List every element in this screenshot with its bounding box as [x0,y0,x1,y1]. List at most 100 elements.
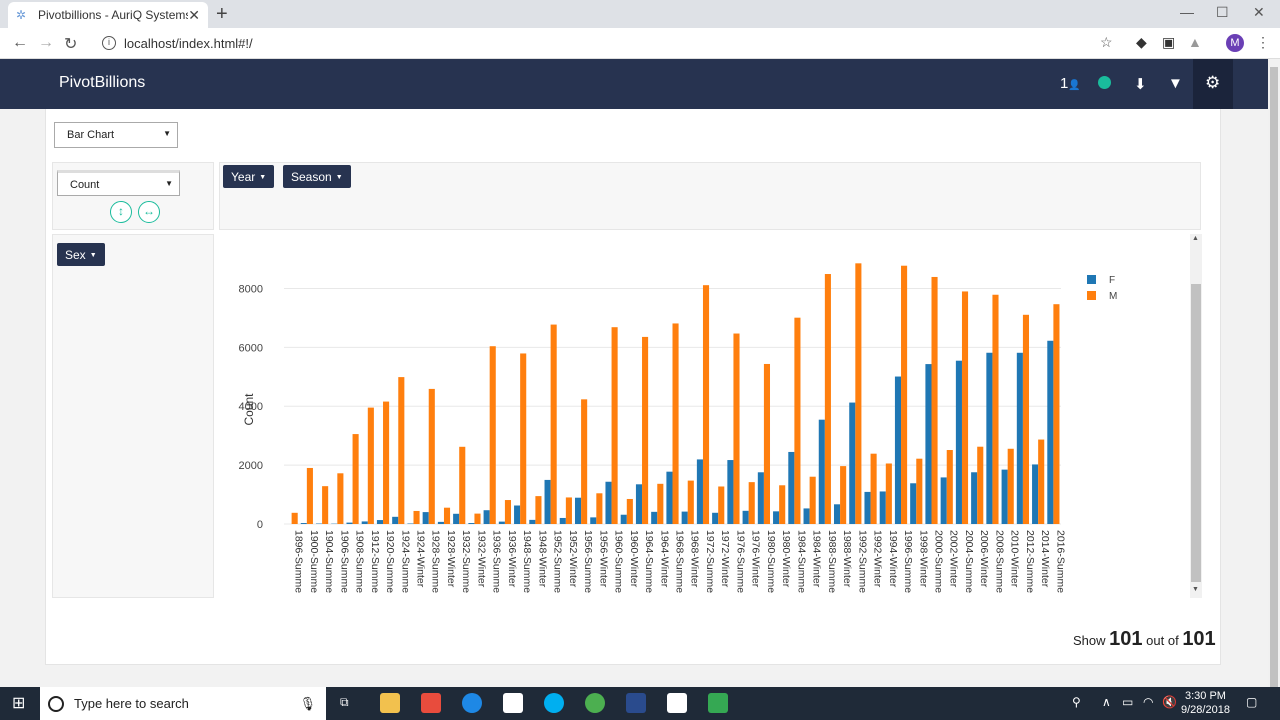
file-explorer-icon[interactable] [380,693,400,713]
bar-m [733,333,740,524]
address-bar[interactable]: i localhost/index.html#!/ [94,32,1126,54]
extension-icon[interactable]: ◆ [1136,34,1147,50]
x-tick-label: 2000-Summe [933,530,945,593]
mail-icon[interactable] [503,693,523,713]
bar-m [901,265,908,524]
total-count: 101 [1182,628,1216,650]
column-fields-panel[interactable] [219,162,1201,230]
bar-f [833,504,841,524]
pill-label: Sex [65,248,86,262]
page-scrollbar-thumb[interactable] [1270,67,1278,707]
aggregate-select[interactable]: Count ▼ [57,170,180,196]
chrome-icon[interactable] [585,693,605,713]
minimize-icon[interactable]: — [1180,4,1194,20]
x-tick-label: 1912-Summe [369,530,381,593]
filter-icon[interactable]: ▼ [1168,75,1183,92]
x-tick-label: 1952-Winter [567,530,579,588]
bar-m [687,480,694,524]
windows-start-icon[interactable]: ⊞ [12,695,26,712]
tab-close-icon[interactable]: ✕ [188,6,200,23]
bar-f [925,364,932,524]
bar-f [788,451,795,524]
app-brand[interactable]: PivotBillions [59,74,146,91]
bar-m [870,453,877,524]
row-fields-panel[interactable] [52,234,214,598]
bar-m [840,466,847,524]
chart-scrollbar-thumb[interactable] [1191,284,1201,582]
bar-f [1032,464,1039,524]
terminal-icon[interactable] [667,693,687,713]
vertical-expand-button[interactable]: ↕ [110,201,132,223]
scroll-down-icon[interactable]: ▼ [1192,586,1199,593]
bar-m [657,483,664,524]
site-info-icon[interactable]: i [102,36,116,50]
microphone-icon[interactable]: 🎙 [299,695,316,711]
bookmark-star-icon[interactable]: ☆ [1100,34,1113,50]
browser-menu-icon[interactable]: ⋮ [1256,34,1270,50]
bar-m [642,336,649,524]
bar-m [398,377,405,524]
x-tick-label: 1964-Summe [643,530,655,593]
bar-m [916,458,923,524]
x-tick-label: 1936-Summe [491,530,503,593]
chart-type-select[interactable]: Bar Chart ▼ [54,122,178,148]
tray-expand-icon[interactable]: ∧ [1102,695,1111,709]
bar-m [322,486,329,524]
bar-f [453,513,460,524]
people-icon[interactable]: ⚲ [1072,695,1081,709]
skype-icon[interactable] [544,693,564,713]
store-icon[interactable] [421,693,441,713]
bar-m [824,274,831,524]
scroll-up-icon[interactable]: ▲ [1192,235,1199,242]
powershell-icon[interactable] [626,693,646,713]
download-icon[interactable]: ⬇ [1134,76,1147,93]
new-tab-icon[interactable]: + [216,3,228,25]
bar-m [961,291,969,524]
task-view-icon[interactable]: ⧉ [340,695,349,709]
drive-extension-icon[interactable]: ▲ [1188,34,1202,50]
user-icon: 👤 [1068,80,1081,91]
x-tick-label: 1976-Summe [734,530,746,593]
caret-down-icon: ▼ [89,252,97,259]
app-icon[interactable] [708,693,728,713]
bar-m [718,486,725,524]
user-count[interactable]: 1👤 [1060,75,1081,92]
row-pill-sex[interactable]: Sex ▼ [57,243,105,266]
bar-m [565,497,572,524]
bar-chart: 0 2000 4000 6000 8000 Count 1896-Summe 1900-Sum… [239,263,1117,593]
chart-scrollbar[interactable]: ▲ ▼ [1190,234,1202,598]
bar-m [520,353,527,524]
profile-avatar[interactable]: M [1226,34,1244,52]
x-tick-label: 1928-Summe [430,530,442,593]
bar-m [337,473,344,524]
pill-label: Year [231,170,256,184]
bar-f [300,523,307,524]
horizontal-expand-button[interactable]: ↔ [138,201,160,223]
taskbar-search[interactable]: Type here to search 🎙 [40,687,326,720]
bar-f [1047,340,1054,524]
edge-icon[interactable] [462,693,482,713]
bar-f [483,510,490,524]
taskbar-clock[interactable]: 3:30 PM 9/28/2018 [1181,689,1230,717]
column-pill-year[interactable]: Year ▼ [223,165,275,188]
image-extension-icon[interactable]: ▣ [1162,34,1176,50]
wifi-icon[interactable]: ◠ [1143,695,1154,709]
bar-f [514,505,521,524]
column-pill-season[interactable]: Season ▼ [283,165,351,188]
search-placeholder: Type here to search [74,696,189,711]
maximize-icon[interactable]: ☐ [1216,4,1229,20]
page-scrollbar[interactable] [1268,59,1280,707]
volume-muted-icon[interactable]: 🔇 [1162,695,1177,709]
settings-button[interactable]: ⚙ [1193,59,1233,109]
bar-m [383,401,390,524]
forward-icon[interactable]: → [38,34,54,51]
reload-icon[interactable]: ↻ [64,36,78,53]
browser-tab[interactable]: ✲ Pivotbillions - AuriQ Systems ✕ [8,2,208,28]
bar-m [352,434,359,524]
window-close-icon[interactable]: ✕ [1253,4,1265,20]
battery-icon[interactable]: ▭ [1122,695,1134,709]
notifications-icon[interactable]: ▢ [1246,695,1258,709]
back-icon[interactable]: ← [12,34,28,51]
x-tick-label: 1994-Winter [887,530,899,588]
status-indicator-icon[interactable] [1098,76,1111,89]
